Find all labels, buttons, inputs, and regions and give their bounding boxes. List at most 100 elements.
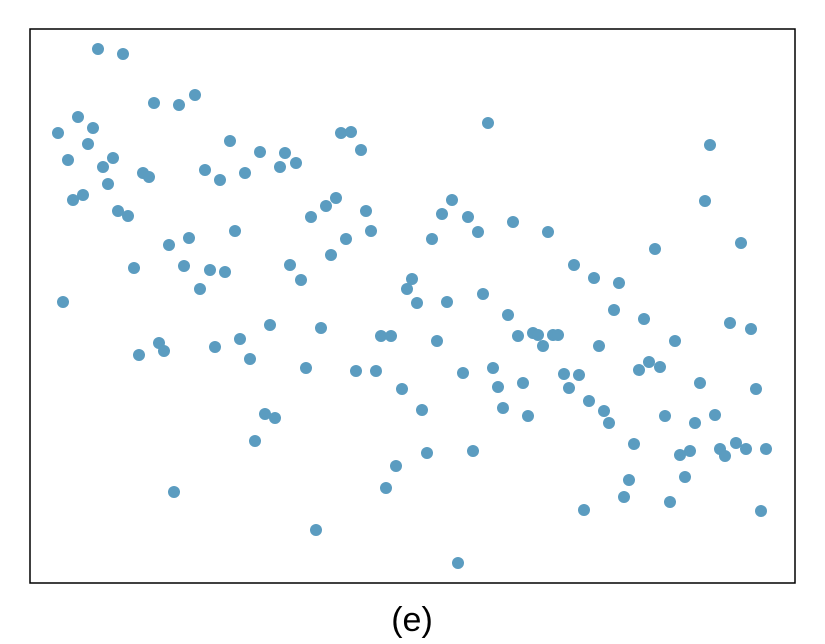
point bbox=[431, 335, 443, 347]
point bbox=[315, 322, 327, 334]
point bbox=[492, 381, 504, 393]
point bbox=[750, 383, 762, 395]
point bbox=[77, 189, 89, 201]
point bbox=[239, 167, 251, 179]
point bbox=[320, 200, 332, 212]
point bbox=[502, 309, 514, 321]
point bbox=[340, 233, 352, 245]
point bbox=[583, 395, 595, 407]
point bbox=[375, 330, 387, 342]
point bbox=[52, 127, 64, 139]
point bbox=[709, 409, 721, 421]
point bbox=[472, 226, 484, 238]
point bbox=[158, 345, 170, 357]
point bbox=[542, 226, 554, 238]
point bbox=[97, 161, 109, 173]
point bbox=[643, 356, 655, 368]
point bbox=[401, 283, 413, 295]
point bbox=[649, 243, 661, 255]
point bbox=[163, 239, 175, 251]
point bbox=[588, 272, 600, 284]
point bbox=[219, 266, 231, 278]
point bbox=[704, 139, 716, 151]
chart-title: (e) bbox=[391, 601, 433, 639]
point bbox=[552, 329, 564, 341]
point bbox=[178, 260, 190, 272]
point bbox=[335, 127, 347, 139]
point bbox=[224, 135, 236, 147]
point bbox=[92, 43, 104, 55]
point bbox=[633, 364, 645, 376]
point bbox=[214, 174, 226, 186]
point bbox=[689, 417, 701, 429]
point bbox=[436, 208, 448, 220]
point bbox=[760, 443, 772, 455]
point bbox=[122, 210, 134, 222]
point bbox=[168, 486, 180, 498]
point bbox=[558, 368, 570, 380]
point bbox=[284, 259, 296, 271]
point bbox=[638, 313, 650, 325]
point bbox=[477, 288, 489, 300]
point bbox=[67, 194, 79, 206]
point bbox=[719, 450, 731, 462]
point bbox=[598, 405, 610, 417]
point bbox=[593, 340, 605, 352]
point bbox=[724, 317, 736, 329]
point bbox=[659, 410, 671, 422]
point bbox=[654, 361, 666, 373]
point bbox=[290, 157, 302, 169]
point bbox=[380, 482, 392, 494]
point bbox=[441, 296, 453, 308]
point bbox=[355, 144, 367, 156]
point bbox=[684, 445, 696, 457]
point bbox=[522, 410, 534, 422]
point bbox=[350, 365, 362, 377]
point bbox=[679, 471, 691, 483]
point bbox=[209, 341, 221, 353]
point bbox=[563, 382, 575, 394]
point bbox=[568, 259, 580, 271]
point bbox=[446, 194, 458, 206]
point bbox=[143, 171, 155, 183]
point bbox=[325, 249, 337, 261]
point bbox=[603, 417, 615, 429]
point bbox=[390, 460, 402, 472]
point bbox=[57, 296, 69, 308]
point bbox=[467, 445, 479, 457]
point bbox=[623, 474, 635, 486]
point bbox=[133, 349, 145, 361]
point bbox=[497, 402, 509, 414]
point bbox=[674, 449, 686, 461]
point bbox=[199, 164, 211, 176]
point bbox=[669, 335, 681, 347]
point bbox=[279, 147, 291, 159]
point bbox=[310, 524, 322, 536]
point bbox=[411, 297, 423, 309]
point bbox=[295, 274, 307, 286]
point bbox=[487, 362, 499, 374]
point bbox=[421, 447, 433, 459]
point bbox=[173, 99, 185, 111]
point bbox=[416, 404, 428, 416]
point bbox=[532, 329, 544, 341]
point bbox=[345, 126, 357, 138]
point bbox=[573, 369, 585, 381]
point bbox=[87, 122, 99, 134]
point bbox=[254, 146, 266, 158]
point bbox=[72, 111, 84, 123]
point bbox=[259, 408, 271, 420]
points bbox=[52, 43, 772, 569]
point bbox=[274, 161, 286, 173]
plot-frame bbox=[29, 28, 796, 584]
point bbox=[507, 216, 519, 228]
point bbox=[578, 504, 590, 516]
point bbox=[462, 211, 474, 223]
point bbox=[229, 225, 241, 237]
point bbox=[664, 496, 676, 508]
point bbox=[128, 262, 140, 274]
point bbox=[517, 377, 529, 389]
point bbox=[699, 195, 711, 207]
point bbox=[183, 232, 195, 244]
